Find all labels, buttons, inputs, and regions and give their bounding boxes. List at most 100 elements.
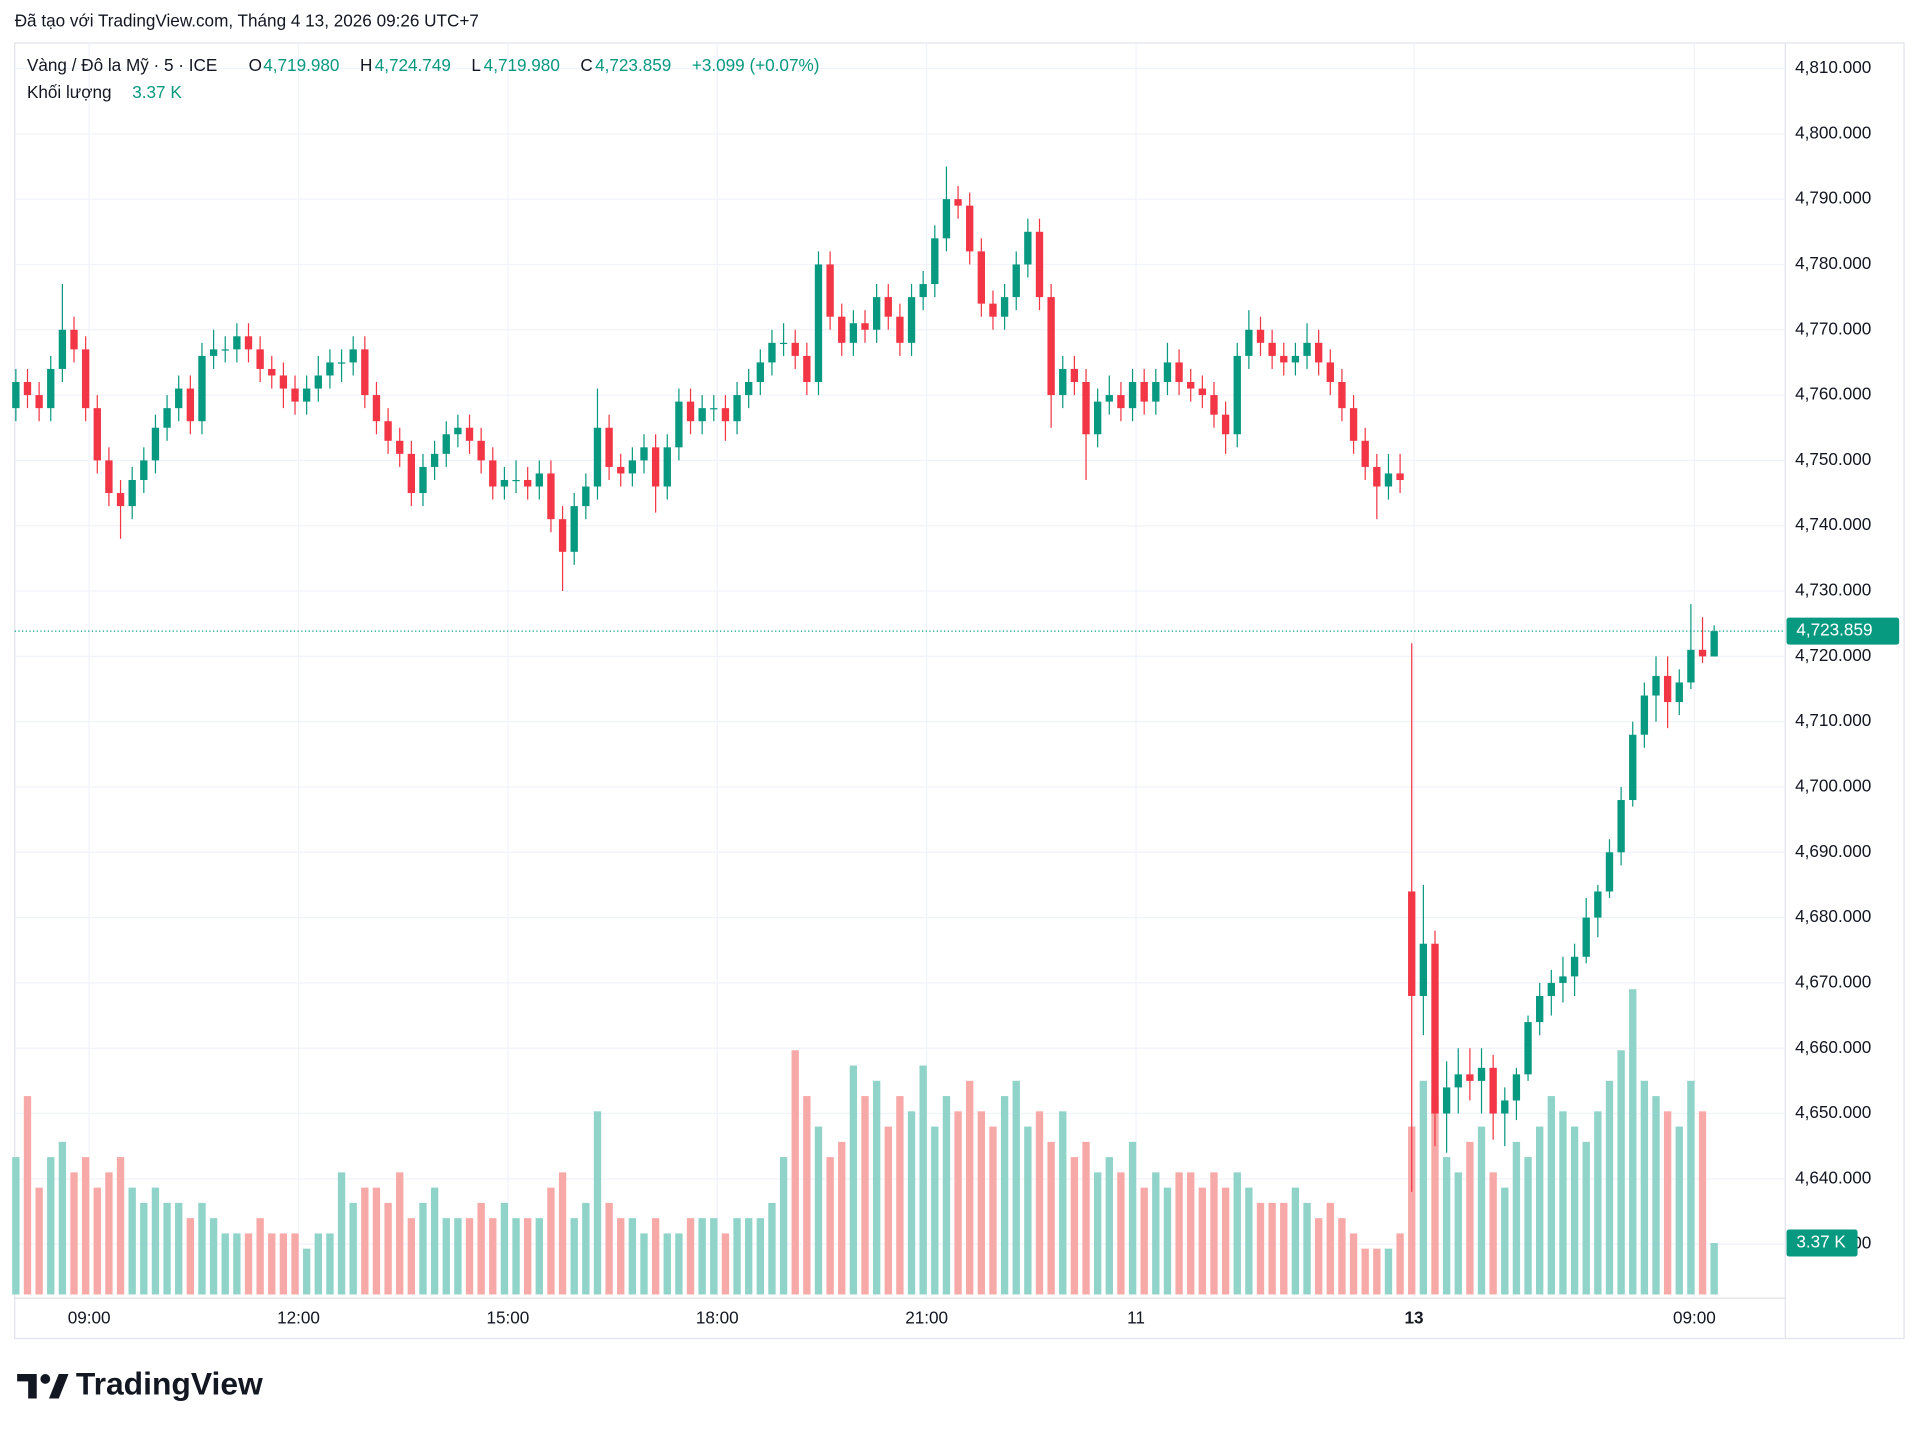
volume-bar <box>849 1065 858 1295</box>
candle-body <box>582 486 590 507</box>
volume-bar <box>116 1157 125 1295</box>
candle-body <box>721 408 730 422</box>
volume-bar <box>1175 1172 1183 1295</box>
candle-body <box>1536 995 1544 1023</box>
candle-body <box>128 479 136 507</box>
volume-bar <box>710 1218 718 1295</box>
candle-body <box>1233 355 1241 435</box>
candle-body <box>140 460 148 480</box>
candle-body <box>1024 231 1032 265</box>
brand-name: TradingView <box>76 1366 263 1402</box>
candle-body <box>989 303 997 317</box>
candle-body <box>861 323 869 330</box>
candle-body <box>838 316 846 343</box>
candle-body <box>558 519 567 552</box>
volume-bar <box>302 1248 311 1295</box>
volume-bar <box>1617 1050 1625 1295</box>
volume-bar <box>1338 1218 1346 1295</box>
candle-body <box>849 323 858 343</box>
volume-bar <box>23 1096 32 1295</box>
volume-bar <box>1396 1233 1404 1295</box>
candle-body <box>1349 408 1358 441</box>
volume-bar <box>209 1218 218 1295</box>
volume-bar <box>1524 1157 1532 1295</box>
volume-bar <box>1256 1202 1265 1295</box>
volume-bar <box>1152 1172 1160 1295</box>
volume-bar <box>791 1050 799 1295</box>
symbol[interactable]: Vàng / Đô la Mỹ · 5 · ICE <box>27 55 217 75</box>
volume-bar <box>512 1218 520 1295</box>
candle-body <box>593 427 602 487</box>
candle-body <box>1035 231 1044 298</box>
volume-bar <box>1163 1187 1172 1295</box>
candle-body <box>1012 264 1020 298</box>
last-price-label: 4,723.859 <box>1796 620 1872 640</box>
volume-bar <box>826 1157 834 1295</box>
candle-body <box>1326 362 1334 383</box>
volume-bar <box>756 1218 764 1295</box>
volume-bar <box>1291 1187 1300 1295</box>
candle-body <box>570 506 578 552</box>
volume-bar <box>35 1187 43 1295</box>
x-tick-label: 12:00 <box>277 1307 320 1327</box>
volume-bar <box>1198 1187 1207 1295</box>
volume-bar <box>1582 1141 1590 1295</box>
candle-body <box>931 238 939 285</box>
candle-body <box>1512 1074 1521 1101</box>
x-tick-label: 21:00 <box>905 1307 948 1327</box>
volume-bar <box>1419 1080 1428 1295</box>
volume-bar <box>1501 1187 1509 1295</box>
volume-bar <box>268 1233 276 1295</box>
candle-body <box>814 264 823 383</box>
volume-bar <box>198 1202 206 1295</box>
candle-body <box>1280 355 1288 363</box>
volume-bar <box>803 1096 811 1295</box>
volume-bar <box>896 1096 904 1295</box>
volume-bar <box>396 1172 404 1295</box>
candle-body <box>384 421 392 441</box>
axes: 4,630.0004,640.0004,650.0004,660.0004,67… <box>14 57 1900 1327</box>
volume-bar <box>1128 1141 1137 1295</box>
volume-bar <box>384 1202 392 1295</box>
volume-bar <box>1361 1248 1369 1295</box>
candle-body <box>1652 675 1660 696</box>
candle-body <box>442 434 450 454</box>
candle-body <box>651 447 660 487</box>
candle-body <box>361 349 369 396</box>
candle-body <box>686 401 695 422</box>
volume-bar <box>593 1111 602 1295</box>
candle-body <box>419 466 427 494</box>
volume-bar <box>745 1218 753 1295</box>
candle-body <box>1000 297 1009 317</box>
candle-body <box>1605 852 1614 892</box>
volume-bar <box>372 1187 381 1295</box>
candle-layer <box>12 166 1718 1192</box>
candle-body <box>477 440 485 461</box>
candle-body <box>81 349 90 409</box>
volume-bar <box>419 1202 427 1295</box>
candle-body <box>186 388 195 422</box>
chart-frame <box>14 42 1905 1340</box>
volume-bar <box>1629 989 1637 1295</box>
y-tick-label: 4,700.000 <box>1795 775 1871 795</box>
candle-body <box>279 375 288 389</box>
brand-logo[interactable]: TradingView <box>17 1366 263 1402</box>
volume-bar <box>1687 1080 1695 1295</box>
candle-body <box>803 355 811 383</box>
candle-body <box>791 342 799 356</box>
volume-bar <box>1268 1202 1276 1295</box>
volume-bar <box>1000 1096 1009 1295</box>
candle-body <box>1442 1087 1451 1114</box>
volume-bar <box>1070 1157 1079 1295</box>
volume-bar <box>931 1126 939 1295</box>
volume-bar <box>942 1096 951 1295</box>
volume-bar <box>454 1218 462 1295</box>
candle-body <box>221 349 229 351</box>
high-key: H <box>360 55 372 75</box>
candle-body <box>175 388 183 409</box>
volume-bar <box>1187 1172 1195 1295</box>
volume-bar <box>1698 1111 1707 1295</box>
volume-bar <box>140 1202 148 1295</box>
candle-body <box>1477 1067 1486 1081</box>
y-tick-label: 4,730.000 <box>1795 580 1871 600</box>
